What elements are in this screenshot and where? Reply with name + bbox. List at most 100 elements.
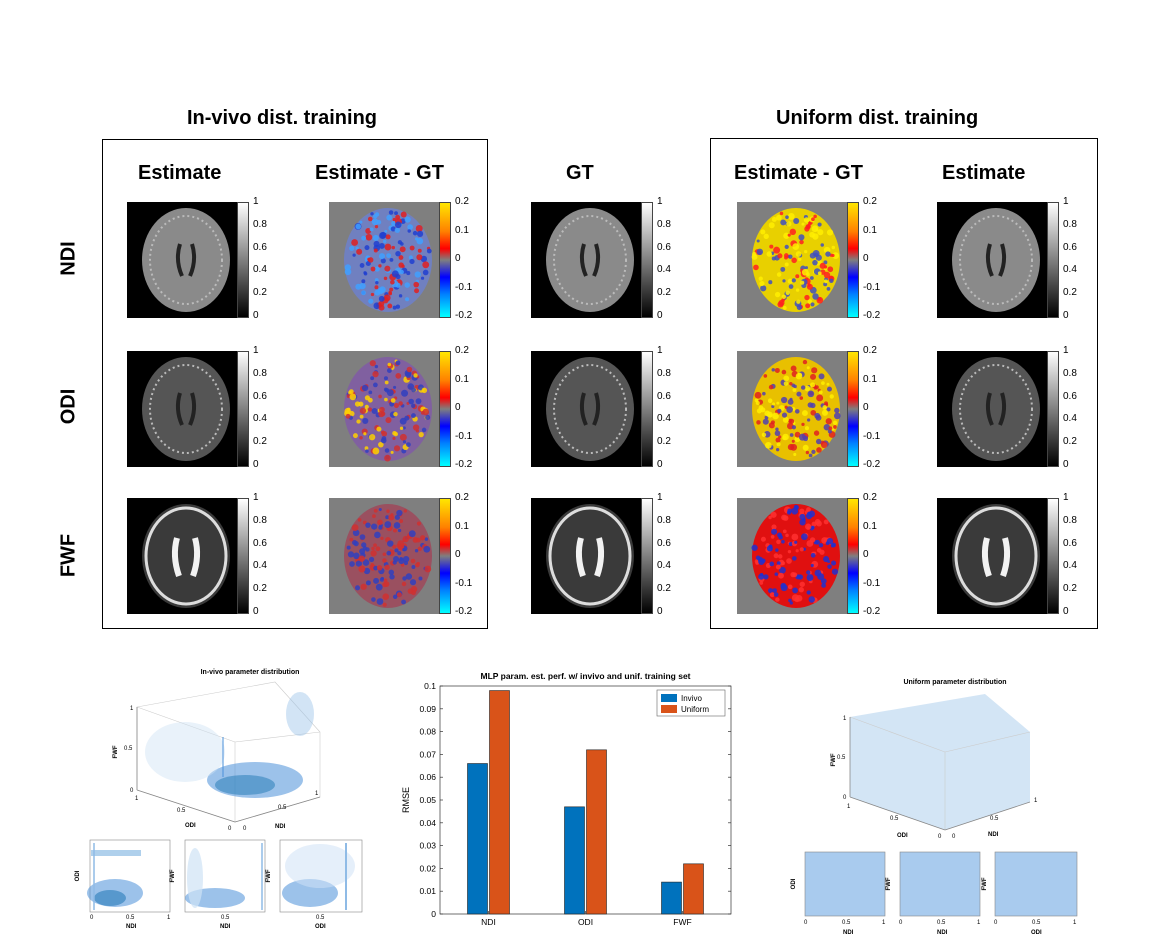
invivo-mini1-ylabel: ODI [75, 870, 81, 881]
colorbar-tick-label: 0.2 [863, 196, 877, 207]
colorbar-tick-label: -0.2 [863, 459, 881, 470]
colorbar-tick-label: 0.2 [1063, 583, 1077, 595]
invivo-3d-scatter: In-vivo parameter distribution FWF 1 0.5… [113, 669, 321, 832]
colorbar-tick-label: 1 [1063, 196, 1069, 207]
invivo-mini3-xlabel: ODI [315, 924, 326, 930]
colorbar-tick-label: 0 [253, 310, 259, 321]
colorbar-tick-label: 0.6 [1063, 241, 1077, 253]
colorbar-tick-label: 0.2 [657, 287, 671, 299]
colorbar-odi-estimate-right [1047, 351, 1059, 467]
colorbar-tick-label: 0.8 [253, 218, 267, 230]
uniform-mini-tick: 0 [804, 920, 808, 926]
colorbar-tick-label: 1 [253, 345, 259, 356]
colorbar-tick-label: 0.2 [1063, 436, 1077, 448]
colorbar-tick-label: 0.2 [253, 583, 267, 595]
uniform-2d-scatters: ODI FWF FWF 0 0.5 1 0 0.5 1 0 0.5 1 NDI … [791, 851, 1078, 936]
invivo-z-label: FWF [113, 745, 119, 758]
uniform-mini-tick: 1 [977, 920, 981, 926]
y-tick-label: 0.1 [424, 681, 436, 691]
colorbar-tick-label: 0 [657, 606, 663, 617]
invivo-y-label: NDI [275, 824, 286, 830]
uniform-dist-title: Uniform parameter distribution [903, 679, 1006, 686]
y-tick-label: 0.05 [419, 795, 436, 805]
colorbar-tick-label: -0.2 [455, 459, 473, 470]
brain-map-odi-estimate-left [127, 351, 245, 467]
colorbar-fwf-diff-right [847, 498, 859, 614]
uniform-mini1-ylabel: ODI [791, 878, 797, 889]
brain-map-fwf-gt [531, 498, 649, 614]
bar-uniform-ndi [489, 690, 510, 915]
uniform-mini-tick: 0.5 [842, 920, 851, 926]
colorbar-tick-label: 0 [863, 253, 869, 264]
uniform-z-label: FWF [831, 753, 837, 766]
y-tick-label: 0.06 [419, 772, 436, 782]
colorbar-tick-label: -0.1 [863, 577, 881, 589]
invivo-x-tick: 1 [135, 796, 139, 802]
colorbar-ndi-diff-left [439, 202, 451, 318]
uniform-x-tick: 0 [938, 834, 942, 840]
colorbar-tick-label: -0.1 [863, 281, 881, 293]
invivo-x-tick: 0 [228, 826, 232, 832]
colorbar-tick-label: 1 [657, 492, 663, 503]
y-tick-label: 0.09 [419, 704, 436, 714]
y-axis-label: RMSE [401, 787, 411, 813]
colorbar-tick-label: 1 [253, 492, 259, 503]
brain-map-ndi-estimate-right [937, 202, 1055, 318]
brain-map-ndi-diff-left [329, 202, 447, 318]
colorbar-tick-label: 1 [1063, 345, 1069, 356]
colorbar-tick-label: -0.1 [455, 281, 473, 293]
colorbar-tick-label: 0.1 [455, 373, 469, 385]
y-tick-label: 0.02 [419, 863, 436, 873]
invivo-mini2-ylabel: FWF [170, 869, 176, 882]
brain-map-fwf-diff-left [329, 498, 447, 614]
colorbar-tick-label: 0.1 [455, 224, 469, 236]
chart-title: MLP param. est. perf. w/ invivo and unif… [480, 671, 690, 681]
bar-invivo-fwf [661, 881, 682, 915]
uniform-mini1-xlabel: NDI [843, 930, 854, 936]
colorbar-tick-label: 0.2 [455, 345, 469, 356]
uniform-y-tick: 1 [1034, 798, 1038, 804]
uniform-y-tick: 0 [952, 834, 956, 840]
colorbar-fwf-estimate-right [1047, 498, 1059, 614]
colorbar-odi-diff-right [847, 351, 859, 467]
colorbar-tick-label: 0.4 [1063, 264, 1077, 276]
colorbar-tick-label: 0.1 [455, 520, 469, 532]
colorbar-tick-label: 0.8 [253, 367, 267, 379]
invivo-panel-frame [102, 139, 488, 629]
invivo-z-tick: 0 [130, 788, 134, 794]
colorbar-ndi-estimate-right [1047, 202, 1059, 318]
colorbar-tick-label: 0.8 [657, 514, 671, 526]
colorbar-tick-label: 0.2 [253, 436, 267, 448]
colorbar-tick-label: -0.2 [455, 606, 473, 617]
brain-map-ndi-estimate-left [127, 202, 245, 318]
bar-invivo-odi [564, 806, 585, 915]
colorbar-tick-label: 0.2 [1063, 287, 1077, 299]
colorbar-tick-label: 0.8 [1063, 367, 1077, 379]
uniform-y-tick: 0.5 [990, 816, 999, 822]
uniform-mini3-xlabel: ODI [1031, 930, 1042, 936]
uniform-z-tick: 0 [843, 795, 847, 801]
colorbar-tick-label: -0.1 [455, 577, 473, 589]
brain-map-ndi-gt [531, 202, 649, 318]
colorbar-tick-label: 0.1 [863, 224, 877, 236]
colorbar-tick-label: 0 [455, 402, 461, 413]
colorbar-tick-label: 0 [657, 310, 663, 321]
colorbar-tick-label: 0 [253, 606, 259, 617]
y-tick-label: 0.04 [419, 818, 436, 828]
invivo-y-tick: 0.5 [278, 805, 287, 811]
colorbar-tick-label: 0 [1063, 606, 1069, 617]
colorbar-fwf-gt [641, 498, 653, 614]
y-tick-label: 0.01 [419, 886, 436, 896]
invivo-mini3-ylabel: FWF [266, 869, 272, 882]
bar-uniform-fwf [683, 863, 704, 915]
rmse-bar-chart: MLP param. est. perf. w/ invivo and unif… [401, 671, 732, 927]
colorbar-tick-label: 0.6 [657, 241, 671, 253]
colorbar-tick-label: -0.1 [455, 430, 473, 442]
invivo-mini-tick: 0.5 [316, 915, 325, 921]
colorbar-tick-label: 0.1 [863, 373, 877, 385]
colorbar-tick-label: 0 [1063, 459, 1069, 470]
colorbar-fwf-estimate-left [237, 498, 249, 614]
legend-label-uniform: Uniform [681, 705, 709, 714]
uniform-x-tick: 0.5 [890, 816, 899, 822]
invivo-y-tick: 1 [315, 791, 319, 797]
